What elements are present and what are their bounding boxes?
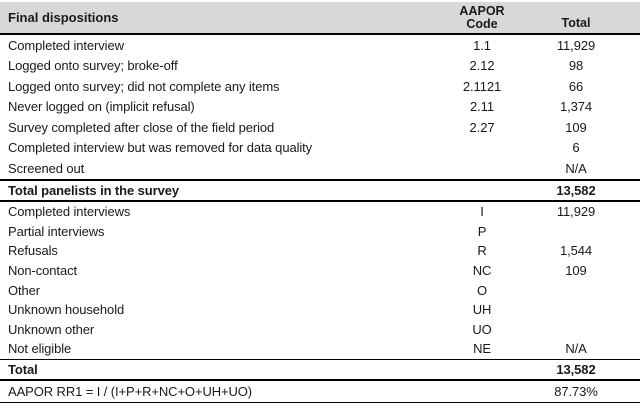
dispositions-table: Final dispositions AAPOR Code Total Comp… xyxy=(0,2,640,404)
table-row: Completed interview 1.1 11,929 xyxy=(0,35,640,56)
disposition-label: Total panelists in the survey xyxy=(8,182,179,198)
total-value: 6 xyxy=(572,140,580,156)
disposition-label: Unknown other xyxy=(8,321,95,337)
disposition-label: Never logged on (implicit refusal) xyxy=(8,99,195,115)
disposition-label: Not eligible xyxy=(8,341,72,357)
total-value: 98 xyxy=(568,58,584,74)
disposition-label: Completed interviews xyxy=(8,204,131,220)
aapor-code-value: 1.1 xyxy=(473,37,491,53)
total-value: 109 xyxy=(565,263,587,279)
header-final-dispositions: Final dispositions xyxy=(0,2,422,33)
table-row: Partial interviews P xyxy=(0,222,640,242)
table-row: Not eligible NE N/A xyxy=(0,339,640,360)
disposition-label: Unknown household xyxy=(8,302,125,318)
table-row: Completed interviews I 11,929 xyxy=(0,202,640,222)
disposition-label: Completed interview but was removed for … xyxy=(8,140,313,156)
response-rate-formula: AAPOR RR1 = I / (I+P+R+NC+O+UH+UO) xyxy=(8,384,253,400)
aapor-code-value: 2.12 xyxy=(469,58,495,74)
total-value: N/A xyxy=(565,160,587,176)
total-value: 66 xyxy=(568,78,584,94)
disposition-label: Partial interviews xyxy=(8,223,105,239)
response-rate-row: AAPOR RR1 = I / (I+P+R+NC+O+UH+UO) 87.73… xyxy=(0,381,640,404)
header-total: Total xyxy=(542,2,610,33)
aapor-code-value: 2.11 xyxy=(470,99,494,115)
total-panelists-row: Total panelists in the survey 13,582 xyxy=(0,181,640,202)
aapor-code-value: R xyxy=(477,243,487,259)
table-row: Unknown household UH xyxy=(0,300,640,320)
disposition-label: Completed interview xyxy=(8,37,124,53)
table-row: Refusals R 1,544 xyxy=(0,241,640,261)
aapor-code-value: P xyxy=(477,223,487,239)
table-row: Screened out N/A xyxy=(0,158,640,181)
total-value: 1,374 xyxy=(559,99,593,115)
disposition-label: Refusals xyxy=(8,243,58,259)
table-row: Survey completed after close of the fiel… xyxy=(0,117,640,138)
grand-total-row: Total 13,582 xyxy=(0,360,640,382)
disposition-label: Non-contact xyxy=(8,263,77,279)
table-row: Never logged on (implicit refusal) 2.11 … xyxy=(0,97,640,118)
response-rate-value: 87.73% xyxy=(554,384,598,400)
aapor-code-value: NC xyxy=(472,263,492,279)
table-header-row: Final dispositions AAPOR Code Total xyxy=(0,2,640,35)
table-row: Other O xyxy=(0,280,640,300)
total-value: 11,929 xyxy=(556,204,596,220)
disposition-label: Survey completed after close of the fiel… xyxy=(8,119,275,135)
header-aapor-code: AAPOR Code xyxy=(422,2,542,33)
disposition-label: Other xyxy=(8,282,41,298)
aapor-code-value: UO xyxy=(472,321,492,337)
aapor-code-value: I xyxy=(480,204,484,220)
aapor-code-value: 2.1121 xyxy=(462,78,502,94)
header-total-label: Total xyxy=(561,16,591,30)
total-value: 1,544 xyxy=(559,243,593,259)
total-value: 13,582 xyxy=(556,182,596,198)
total-value: N/A xyxy=(565,341,587,357)
table-row: Completed interview but was removed for … xyxy=(0,138,640,159)
total-value: 11,929 xyxy=(556,37,596,53)
aapor-code-value: UH xyxy=(472,302,492,318)
disposition-label: Logged onto survey; broke-off xyxy=(8,58,178,74)
table-row: Non-contact NC 109 xyxy=(0,261,640,281)
table-row: Logged onto survey; did not complete any… xyxy=(0,76,640,97)
disposition-label: Total xyxy=(8,362,38,377)
table-row: Unknown other UO xyxy=(0,320,640,340)
header-final-dispositions-label: Final dispositions xyxy=(8,10,119,25)
table-row: Logged onto survey; broke-off 2.12 98 xyxy=(0,56,640,77)
header-aapor-code-line2: Code xyxy=(466,16,498,31)
total-value: 13,582 xyxy=(556,362,596,377)
total-value: 109 xyxy=(565,119,587,135)
disposition-label: Screened out xyxy=(8,160,85,176)
aapor-code-value: 2.27 xyxy=(469,119,495,135)
header-aapor-code-line1: AAPOR xyxy=(459,3,505,18)
aapor-code-value: NE xyxy=(473,341,491,357)
disposition-label: Logged onto survey; did not complete any… xyxy=(8,78,280,94)
aapor-code-value: O xyxy=(476,282,487,298)
